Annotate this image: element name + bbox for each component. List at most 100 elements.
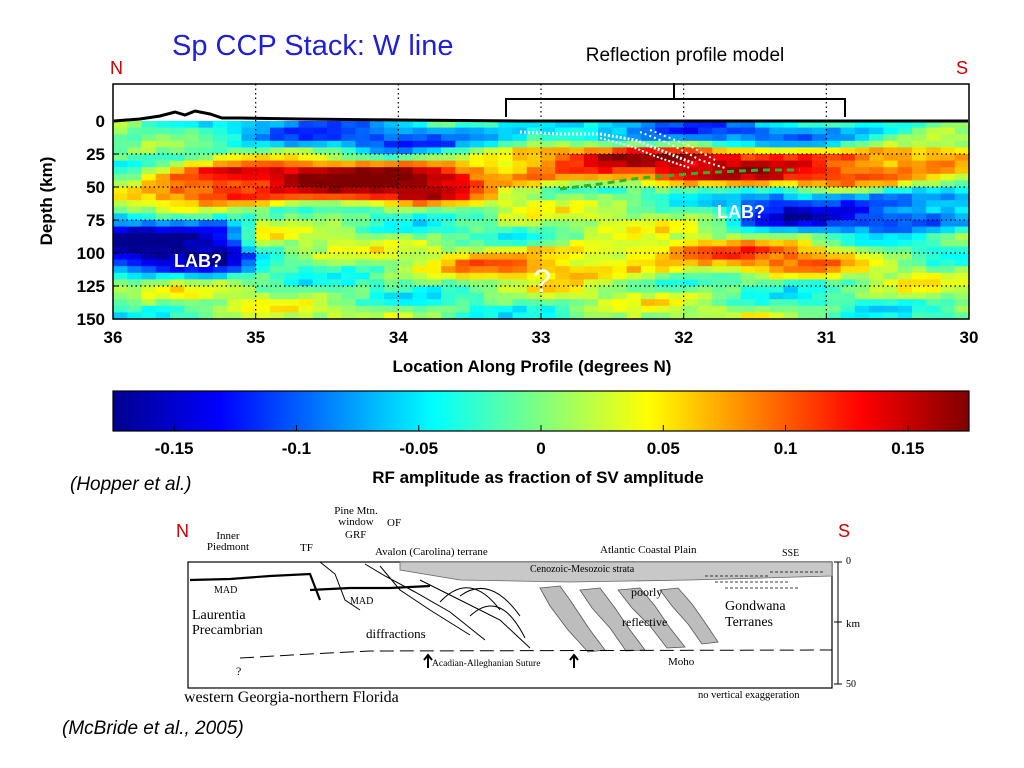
heatmap-cell [926, 312, 942, 320]
heatmap-cell [227, 266, 242, 274]
heatmap-cell [498, 206, 514, 214]
heatmap-cell [697, 193, 713, 201]
heatmap-cell [526, 259, 542, 267]
heatmap-cell [612, 266, 628, 274]
heatmap-cell [155, 226, 171, 234]
heatmap-cell [840, 134, 856, 142]
heatmap-cell [355, 147, 371, 155]
heatmap-cell [883, 279, 899, 287]
heatmap-cell [583, 226, 599, 234]
heatmap-cell [598, 246, 613, 254]
heatmap-cell [755, 266, 770, 274]
heatmap-cell [526, 299, 542, 307]
heatmap-cell [769, 279, 785, 287]
heatmap-cell [598, 279, 613, 287]
heatmap-cell [170, 121, 185, 129]
heatmap-cell [341, 134, 357, 142]
heatmap-cell [897, 266, 913, 274]
heatmap-cell [341, 160, 357, 168]
y-tick-label: 150 [77, 310, 105, 329]
heatmap-cell [569, 154, 585, 162]
heatmap-cell [269, 134, 285, 142]
x-tick-label: 36 [104, 328, 123, 347]
heatmap-cell [769, 246, 785, 254]
heatmap-cell [170, 154, 185, 162]
heatmap-cell [911, 213, 927, 221]
heatmap-cell [341, 312, 357, 320]
heatmap-cell [241, 213, 257, 221]
heatmap-cell [712, 292, 728, 300]
heatmap-cell [170, 272, 185, 280]
heatmap-cell [911, 167, 927, 175]
heatmap-cell [883, 193, 899, 201]
heatmap-cell [911, 292, 927, 300]
heatmap-cell [740, 180, 756, 188]
heatmap-cell [170, 239, 185, 247]
label-region: western Georgia-northern Florida [184, 689, 399, 706]
heatmap-cell [940, 160, 956, 168]
heatmap-cell [341, 220, 357, 228]
heatmap-cell [683, 154, 699, 162]
heatmap-cell [441, 253, 456, 261]
heatmap-cell [697, 213, 713, 221]
heatmap-cell [298, 272, 314, 280]
heatmap-cell [740, 305, 756, 313]
heatmap-cell [726, 127, 742, 135]
heatmap-cell [255, 246, 271, 254]
heatmap-cell [783, 140, 799, 148]
heatmap-cell [840, 193, 856, 201]
heatmap-cells [113, 121, 970, 320]
heatmap-cell [341, 213, 357, 221]
heatmap-cell [498, 312, 514, 320]
heatmap-cell [940, 173, 956, 181]
heatmap-cell [384, 200, 399, 208]
heatmap-cell [412, 173, 428, 181]
heatmap-cell [512, 154, 528, 162]
heatmap-cell [655, 253, 670, 261]
heatmap-cell [369, 220, 385, 228]
heatmap-cell [113, 147, 128, 155]
heatmap-cell [740, 160, 756, 168]
heatmap-cell [441, 286, 456, 294]
heatmap-cell [640, 160, 656, 168]
heatmap-cell [298, 140, 314, 148]
heatmap-cell [441, 167, 456, 175]
heatmap-cell [298, 299, 314, 307]
heatmap-cell [227, 246, 242, 254]
heatmap-cell [626, 220, 642, 228]
heatmap-cell [726, 299, 742, 307]
heatmap-cell [626, 226, 642, 234]
heatmap-cell [455, 213, 471, 221]
heatmap-cell [940, 140, 956, 148]
heatmap-cell [769, 140, 785, 148]
heatmap-cell [869, 154, 884, 162]
heatmap-cell [455, 299, 471, 307]
heatmap-cell [255, 167, 271, 175]
heatmap-cell [683, 187, 699, 195]
heatmap-cell [127, 239, 143, 247]
heatmap-cell [341, 167, 357, 175]
heatmap-cell [726, 200, 742, 208]
heatmap-cell [526, 266, 542, 274]
heatmap-cell [412, 167, 428, 175]
heatmap-cell [170, 226, 185, 234]
heatmap-cell [697, 312, 713, 320]
heatmap-cell [170, 213, 185, 221]
heatmap-cell [783, 154, 799, 162]
heatmap-cell [141, 233, 157, 241]
heatmap-cell [184, 206, 200, 214]
heatmap-cell [441, 226, 456, 234]
heatmap-cell [626, 292, 642, 300]
heatmap-cell [883, 127, 899, 135]
heatmap-cell [755, 213, 770, 221]
label-reflective: reflective [622, 615, 667, 629]
heatmap-cell [127, 213, 143, 221]
heatmap-cell [469, 160, 485, 168]
heatmap-cell [155, 121, 171, 129]
heatmap-cell [640, 259, 656, 267]
heatmap-cell [341, 233, 357, 241]
heatmap-cell [255, 173, 271, 181]
heatmap-cell [483, 259, 499, 267]
heatmap-cell [712, 299, 728, 307]
heatmap-cell [426, 259, 442, 267]
